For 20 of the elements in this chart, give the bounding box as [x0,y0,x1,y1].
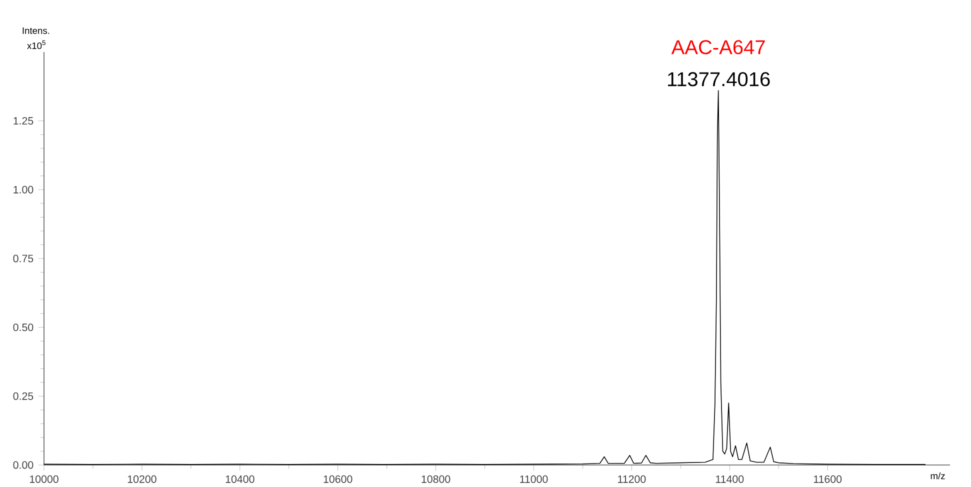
x-tick-label: 11200 [618,475,646,483]
y-tick-label: 0.25 [13,392,34,400]
y-axis-title: Intens. [22,27,50,34]
y-tick-label: 1.25 [14,117,34,125]
annotation: 11377.4016 [668,72,770,86]
x-tick-label: 10400 [226,475,254,483]
y-tick-label: 1.00 [14,186,34,194]
x-tick-label: 11400 [716,475,744,483]
x-tick-label: 10600 [324,475,352,483]
x-tick-label: 10000 [30,475,58,483]
y-tick-label: 0.75 [13,254,34,262]
x-tick-label: 10200 [128,475,156,483]
x-tick-label: 11000 [520,475,548,483]
x-axis-title: m/z [930,472,945,480]
annotation: AAC-A647 [671,40,765,54]
text: x10$^{5}$ [27,40,46,50]
x-tick-label: 11600 [814,475,842,483]
x-tick-label: 10800 [422,475,450,483]
y-tick-label: 0.00 [13,461,34,469]
y-tick-label: 0.50 [13,324,34,332]
